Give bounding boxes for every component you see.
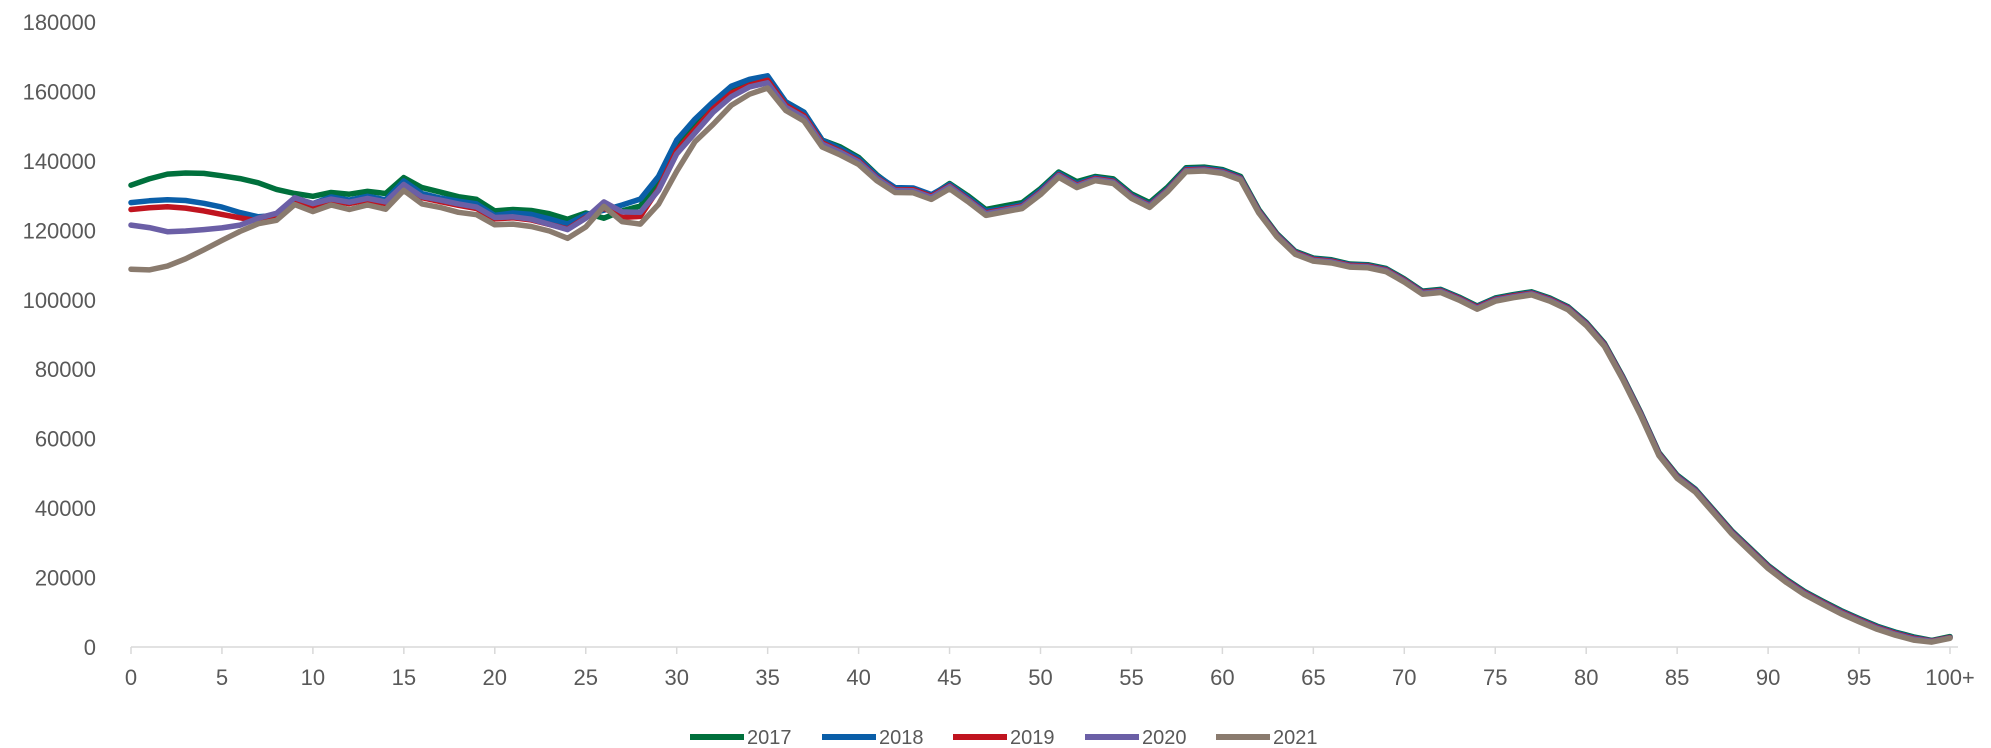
x-tick-label: 50 (1028, 665, 1052, 690)
x-tick-label: 55 (1119, 665, 1143, 690)
y-axis-tick-labels: 0 20000 40000 60000 80000 100000 120000 140000 1… (23, 10, 96, 660)
legend-label-2020: 2020 (1142, 727, 1187, 748)
series-line-2020 (128, 80, 1953, 645)
x-tick-label: 30 (664, 665, 688, 690)
x-tick-label: 45 (937, 665, 961, 690)
series-line-2018 (128, 73, 1953, 644)
x-tick-label: 90 (1756, 665, 1780, 690)
y-tick-label: 0 (84, 635, 96, 660)
y-tick-label: 100000 (23, 288, 96, 313)
y-tick-label: 40000 (35, 496, 96, 521)
x-tick-label: 0 (125, 665, 137, 690)
series-line-2019 (128, 77, 1953, 644)
y-tick-label: 80000 (35, 357, 96, 382)
legend-label-2019: 2019 (1010, 727, 1055, 748)
x-axis-tick-labels: 0 5 10 15 20 25 30 35 40 45 50 55 60 65 70 75 80 85 90 95 10… (125, 665, 1975, 690)
legend: 2017 2018 2019 2020 2021 (690, 727, 1318, 748)
series-line-2021 (128, 85, 1953, 645)
x-tick-label: 60 (1210, 665, 1234, 690)
x-tick-label: 80 (1574, 665, 1598, 690)
y-tick-label: 60000 (35, 427, 96, 452)
x-tick-label: 5 (216, 665, 228, 690)
x-tick-label: 85 (1665, 665, 1689, 690)
y-tick-label: 120000 (23, 218, 96, 243)
y-tick-label: 180000 (23, 10, 96, 35)
y-tick-label: 160000 (23, 79, 96, 104)
x-tick-label: 75 (1483, 665, 1507, 690)
x-tick-label: 100+ (1925, 665, 1975, 690)
x-axis-tick-marks (130, 647, 1951, 654)
x-tick-label: 95 (1847, 665, 1871, 690)
legend-label-2018: 2018 (879, 727, 924, 748)
x-tick-label: 25 (574, 665, 598, 690)
x-tick-label: 65 (1301, 665, 1325, 690)
x-tick-label: 35 (755, 665, 779, 690)
legend-label-2017: 2017 (747, 727, 792, 748)
x-tick-label: 20 (483, 665, 507, 690)
x-tick-label: 70 (1392, 665, 1416, 690)
x-tick-label: 40 (846, 665, 870, 690)
x-tick-label: 15 (392, 665, 416, 690)
series-line-2017 (128, 74, 1953, 644)
y-tick-label: 20000 (35, 566, 96, 591)
x-tick-label: 10 (301, 665, 325, 690)
series-lines (128, 73, 1953, 645)
legend-label-2021: 2021 (1273, 727, 1318, 748)
y-tick-label: 140000 (23, 149, 96, 174)
